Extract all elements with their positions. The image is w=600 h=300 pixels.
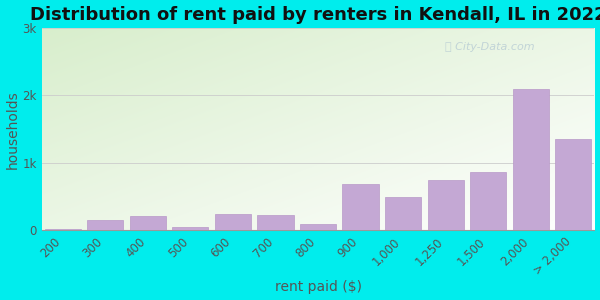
- Bar: [87, 220, 124, 230]
- Bar: [343, 184, 379, 230]
- Bar: [257, 215, 293, 230]
- Bar: [45, 229, 81, 230]
- Bar: [512, 88, 549, 230]
- Bar: [470, 172, 506, 230]
- Bar: [428, 180, 464, 230]
- Bar: [215, 214, 251, 230]
- X-axis label: rent paid ($): rent paid ($): [275, 280, 362, 294]
- Title: Distribution of rent paid by renters in Kendall, IL in 2022: Distribution of rent paid by renters in …: [29, 6, 600, 24]
- Bar: [130, 216, 166, 230]
- Text: ⓘ City-Data.com: ⓘ City-Data.com: [445, 42, 535, 52]
- Bar: [555, 139, 591, 230]
- Bar: [385, 196, 421, 230]
- Bar: [172, 227, 208, 230]
- Y-axis label: households: households: [5, 90, 20, 169]
- Bar: [300, 224, 336, 230]
